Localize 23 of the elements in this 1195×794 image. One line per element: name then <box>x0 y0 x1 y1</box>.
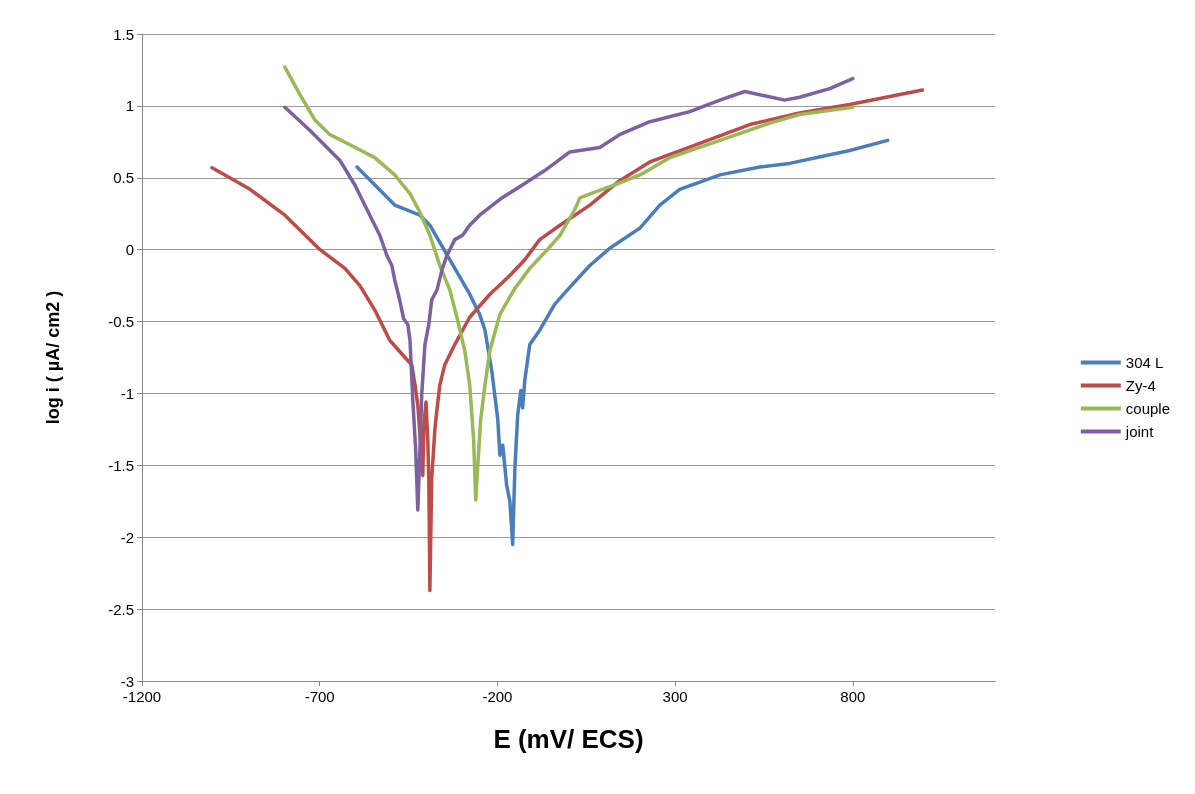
y-tick-label: -2 <box>120 528 134 546</box>
y-tick-label: -1.5 <box>108 456 134 474</box>
y-tick-label: -3 <box>120 672 134 690</box>
y-tick-label: -1 <box>120 384 134 402</box>
x-tick-label: -700 <box>304 688 335 705</box>
y-axis-title: log i ( µA/ cm2 ) <box>43 290 63 425</box>
line-series <box>210 88 925 593</box>
x-axis-title: E (mV/ ECS) <box>493 724 644 754</box>
y-tick-label: -0.5 <box>108 313 134 331</box>
x-tick-label: 800 <box>840 688 866 705</box>
legend-label: joint <box>1124 423 1155 440</box>
y-tick-label: 1.5 <box>113 25 134 43</box>
x-tick-label: 300 <box>662 688 688 705</box>
x-tick-label: -1200 <box>122 688 162 705</box>
legend-label: couple <box>1125 400 1170 417</box>
legend-label: 304 L <box>1125 354 1164 371</box>
y-tick-label: 1 <box>125 97 134 115</box>
legend-label: Zy-4 <box>1125 377 1156 394</box>
line-series <box>355 138 890 547</box>
x-tick-label: -200 <box>482 688 513 705</box>
y-tick-label: 0 <box>125 241 134 259</box>
y-tick-label: -2.5 <box>108 600 134 618</box>
y-tick-label: 0.5 <box>113 169 134 187</box>
